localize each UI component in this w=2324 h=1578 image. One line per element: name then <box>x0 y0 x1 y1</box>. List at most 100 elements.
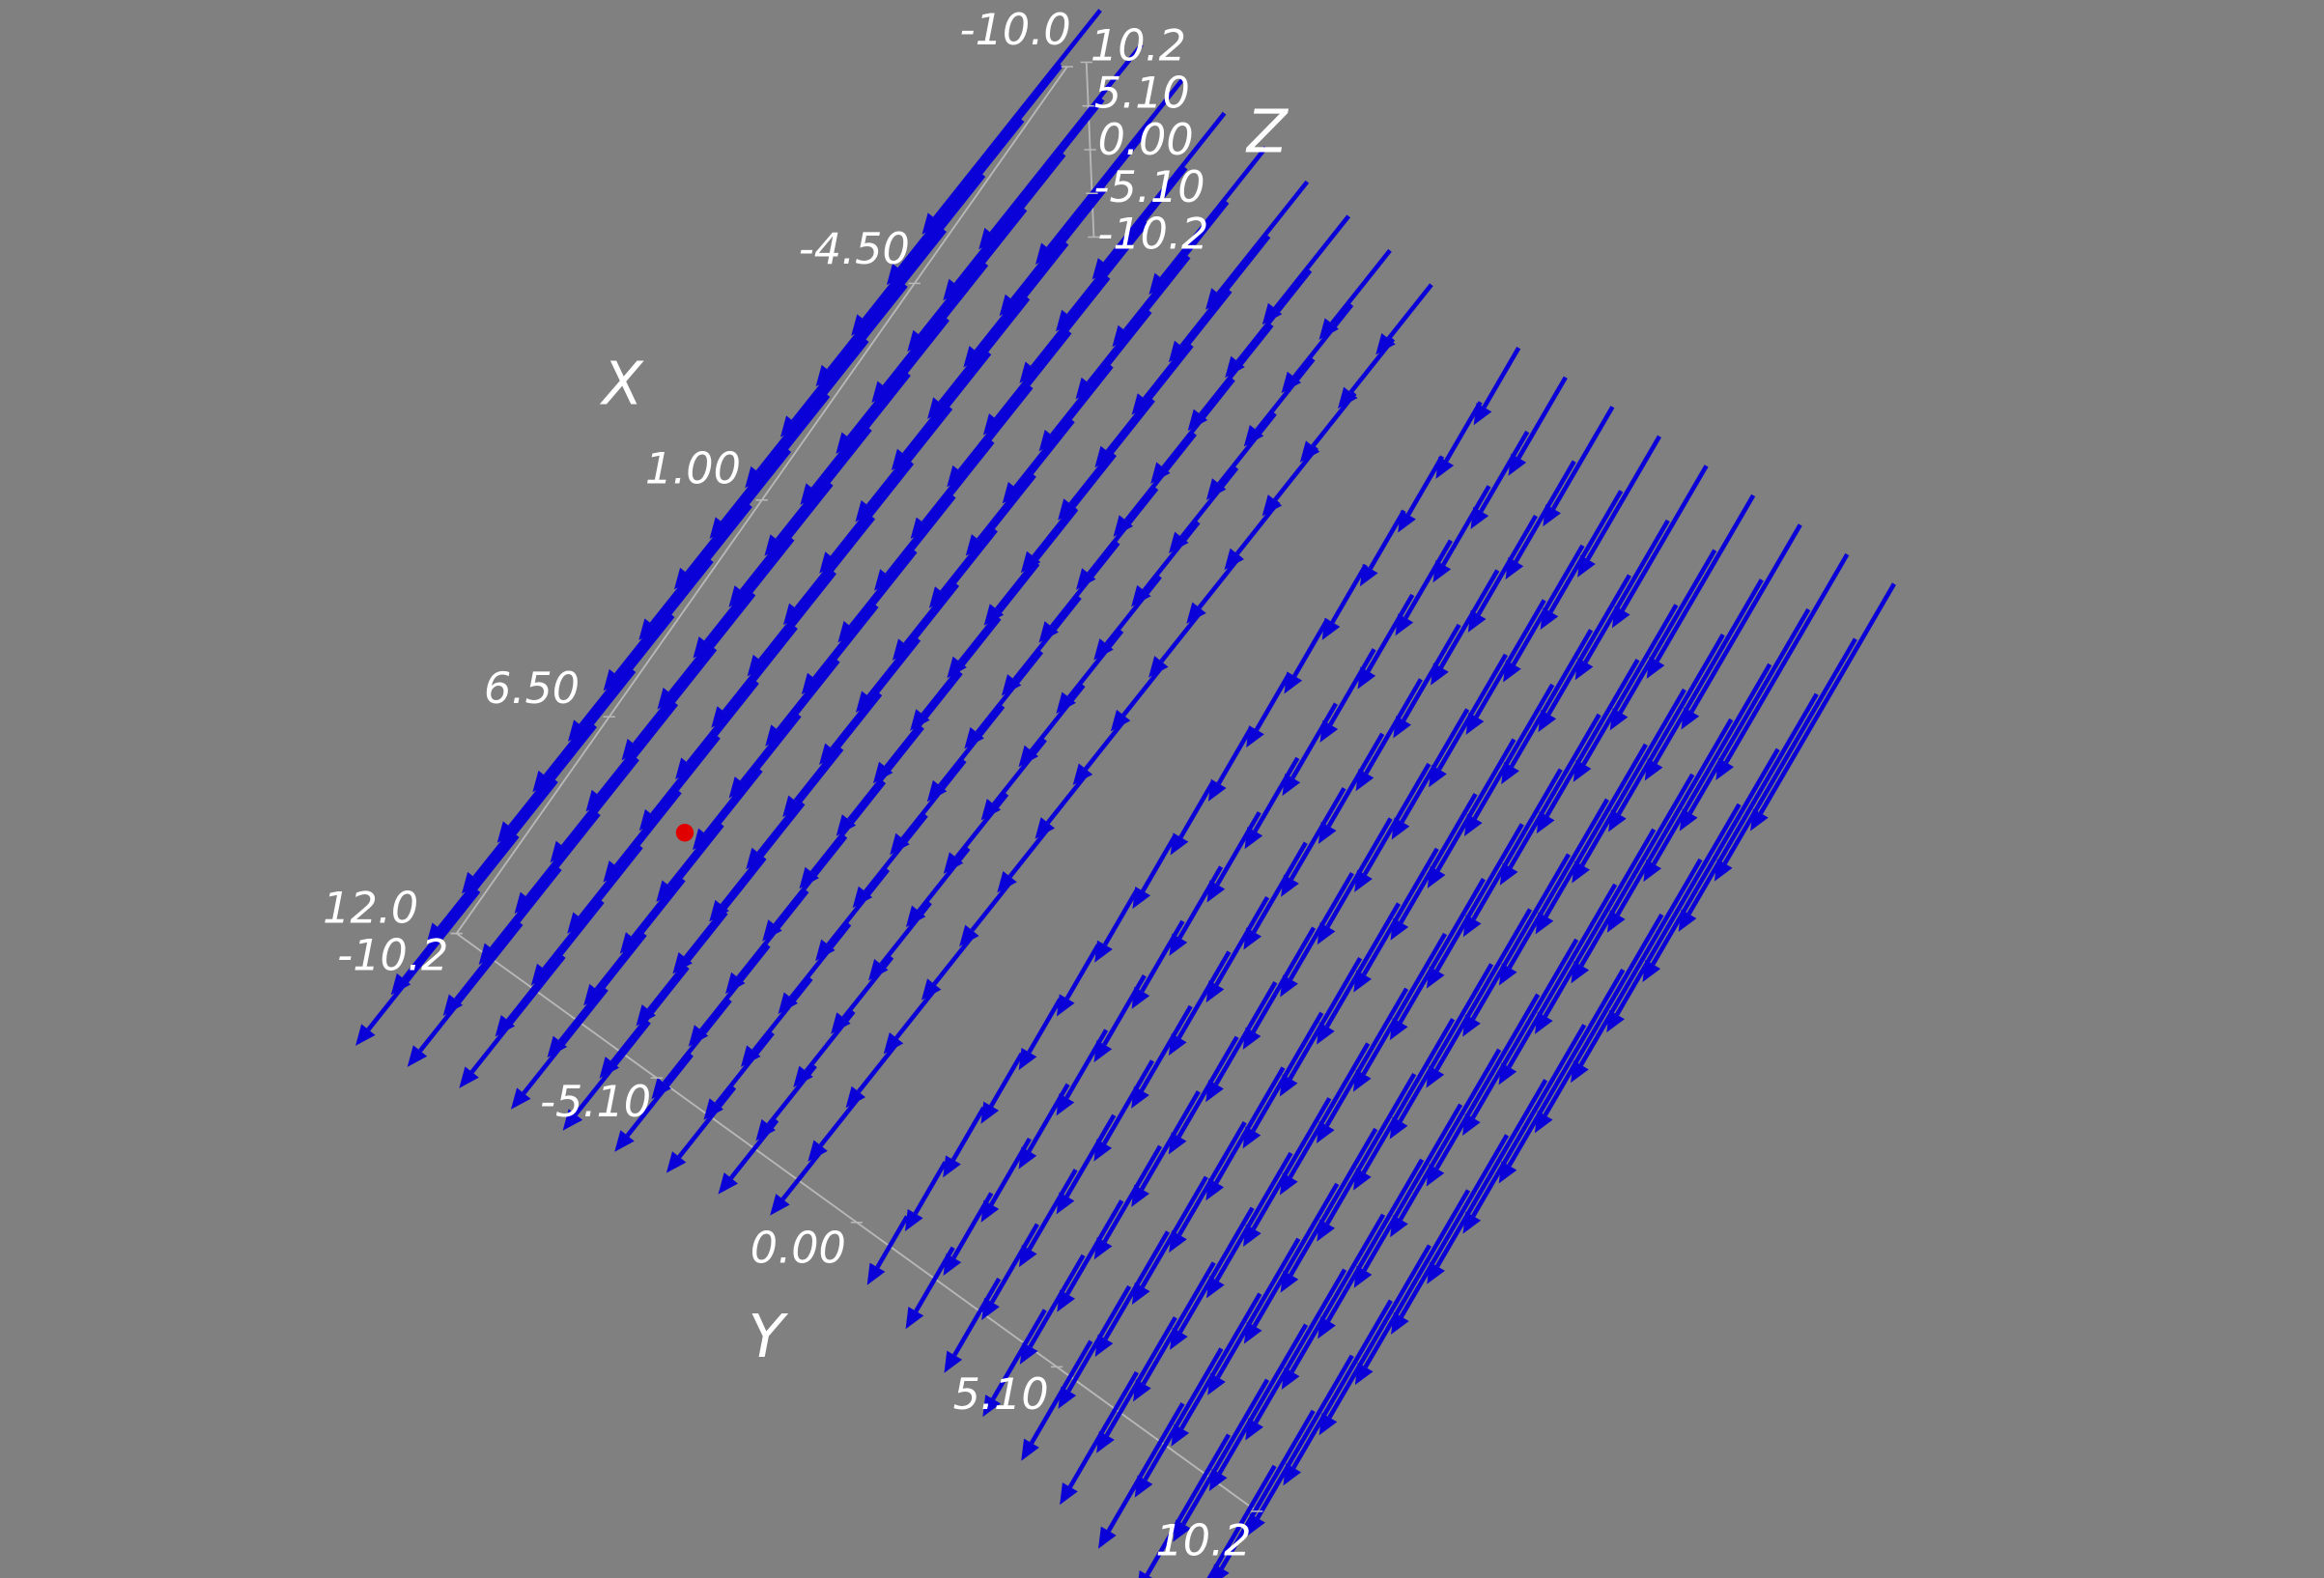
arrow-head <box>1317 1219 1335 1242</box>
arrow-shaft <box>751 976 813 1053</box>
arrow-head <box>1110 709 1131 732</box>
arrow-head <box>1075 377 1096 400</box>
arrow-head <box>1679 808 1698 831</box>
arrow-head <box>1540 607 1559 631</box>
arrow-head <box>1642 959 1661 982</box>
arrow-head <box>1020 550 1041 574</box>
arrow-shaft <box>793 692 883 803</box>
arrow-head <box>583 983 604 1006</box>
arrow-shaft <box>1139 1004 1193 1092</box>
arrow-head <box>462 871 482 894</box>
arrow-head <box>740 1045 761 1067</box>
arrow-head <box>1319 719 1339 743</box>
arrow-head <box>1173 1519 1192 1542</box>
arrow-shaft <box>991 1309 1047 1400</box>
arrow-shaft <box>1398 963 1494 1123</box>
arrow-head <box>1243 424 1264 447</box>
arrow-shaft <box>1216 726 1254 785</box>
arrow-shaft <box>1686 692 1819 916</box>
arrow-shaft <box>1032 453 1118 558</box>
arrow-head <box>1318 1316 1336 1339</box>
arrow-head <box>1505 557 1524 580</box>
arrow-head <box>1148 272 1169 296</box>
arrow-shaft <box>1254 1268 1347 1424</box>
arrow-shaft <box>366 889 481 1031</box>
arrow-shaft <box>755 284 908 473</box>
arrow-head <box>693 636 713 659</box>
arrow-head <box>599 1057 620 1079</box>
arrow-shaft <box>775 373 911 542</box>
arrow-head <box>1282 773 1301 797</box>
arrow-head <box>963 346 983 368</box>
z-tick-label: 0.00 <box>1098 116 1194 165</box>
arrow-shaft <box>1435 738 1516 872</box>
arrow-head <box>1390 917 1409 941</box>
arrow-shaft <box>1067 1370 1139 1488</box>
arrow-shaft <box>1324 987 1409 1127</box>
arrow-head <box>855 500 875 522</box>
arrow-head <box>1426 1164 1445 1187</box>
arrow-head <box>1501 761 1519 785</box>
arrow-shaft <box>1368 509 1406 570</box>
arrow-shaft <box>1405 455 1445 517</box>
arrow-head <box>1317 922 1336 945</box>
arrow-head <box>1606 1010 1625 1033</box>
arrow-shaft <box>1145 1433 1232 1576</box>
arrow-shaft <box>866 583 960 698</box>
x-axis-title: X <box>600 351 645 419</box>
arrow-shaft <box>1065 1199 1124 1296</box>
arrow-head <box>1321 617 1341 640</box>
arrow-head <box>1206 880 1226 903</box>
arrows <box>355 9 1896 1578</box>
arrow-head <box>1299 440 1320 463</box>
arrow-shaft <box>1444 401 1483 463</box>
marker <box>675 824 694 842</box>
arrow-head <box>567 719 588 742</box>
arrow-shaft <box>1620 465 1709 612</box>
arrow-shaft <box>1687 607 1811 815</box>
arrow-head <box>1094 940 1113 963</box>
arrow-shaft <box>1290 702 1339 779</box>
arrow-head <box>1538 710 1557 733</box>
arrow-shaft <box>794 461 915 610</box>
arrow-shaft <box>789 922 852 1000</box>
arrow-head <box>910 517 931 540</box>
arrow-head <box>673 567 694 590</box>
arrow-head <box>836 432 856 454</box>
arrow-head <box>1543 504 1561 527</box>
arrow-head <box>1354 1362 1374 1386</box>
arrow-head <box>711 706 731 728</box>
arrow-shaft <box>1292 303 1354 379</box>
arrow-shaft <box>921 385 1034 524</box>
arrow-shaft <box>1255 1354 1354 1520</box>
arrow-head <box>1247 1513 1265 1536</box>
arrow-head <box>1573 759 1592 782</box>
arrow-head <box>1463 813 1483 836</box>
arrow-head <box>1132 887 1151 910</box>
arrow-shaft <box>1181 1378 1270 1526</box>
arrow-head <box>1279 1074 1298 1097</box>
arrow-head <box>770 1194 790 1216</box>
arrow-shaft <box>989 42 1144 236</box>
arrow-head <box>1279 1172 1298 1196</box>
arrow-head <box>746 847 766 870</box>
arrow-shaft <box>1324 902 1401 1029</box>
arrow-shaft <box>740 659 840 784</box>
y-tick-label: 5.10 <box>953 1370 1049 1420</box>
arrow-head <box>1572 860 1591 884</box>
arrow-head <box>1207 778 1227 802</box>
arrow-head <box>496 821 518 843</box>
arrow-head <box>1714 859 1733 882</box>
arrow-shaft <box>650 680 759 816</box>
arrow-head <box>1577 554 1596 578</box>
arrow-head <box>872 761 893 784</box>
arrow-head <box>762 919 782 942</box>
y-tick-label: -10.2 <box>337 932 448 981</box>
arrow-shaft <box>1102 889 1139 946</box>
arrow-head <box>1208 1469 1228 1492</box>
arrow-shaft <box>864 813 928 893</box>
arrow-shaft <box>1400 708 1470 824</box>
arrow-head <box>1316 1120 1335 1144</box>
x-tick-label: 6.50 <box>484 664 580 714</box>
arrow-shaft <box>1102 1144 1163 1243</box>
